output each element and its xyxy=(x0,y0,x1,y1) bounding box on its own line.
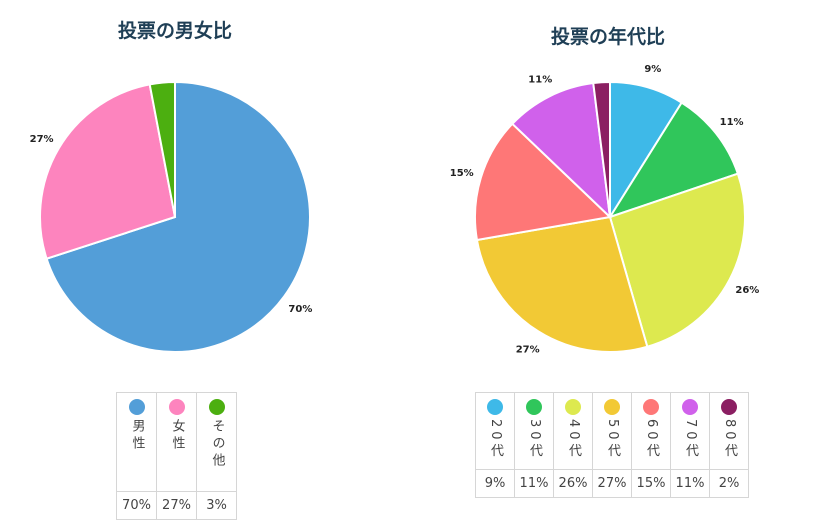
data-label-40s: 26% xyxy=(735,285,759,296)
legend-cell-60s: 60代 xyxy=(631,392,671,470)
pie-slice-80s xyxy=(592,80,611,218)
gender-chart-title: 投票の男女比 xyxy=(117,20,232,42)
legend-label-other: その他 xyxy=(209,419,225,470)
legend-value-30s: 11% xyxy=(514,469,554,498)
pie-slice-female xyxy=(39,83,177,260)
legend-cell-male: 男性 xyxy=(116,392,157,492)
pie-slice-male xyxy=(45,80,311,353)
pie-slice-50s xyxy=(475,215,649,353)
legend-value-male: 70% xyxy=(116,491,157,520)
legend-value-80s: 2% xyxy=(709,469,749,498)
legend-label-20s: 20代 xyxy=(488,419,503,461)
gender-legend-table: 男性 女性 その他 70% 27% 3% xyxy=(116,392,237,520)
pie-slice-30s xyxy=(607,101,740,219)
age-legend-table: 20代 30代 40代 50代 60代 70代 80代 9% 11% 26% 2… xyxy=(475,392,749,498)
legend-label-40s: 40代 xyxy=(566,419,581,461)
data-label-50s: 27% xyxy=(516,344,540,355)
legend-label-50s: 50代 xyxy=(605,419,620,461)
legend-label-30s: 30代 xyxy=(527,419,542,461)
legend-value-other: 3% xyxy=(196,491,237,520)
legend-cell-70s: 70代 xyxy=(670,392,710,470)
legend-cell-40s: 40代 xyxy=(553,392,593,470)
legend-value-40s: 26% xyxy=(553,469,593,498)
female-color-dot xyxy=(168,399,185,415)
legend-value-female: 27% xyxy=(156,491,197,520)
legend-cell-female: 女性 xyxy=(156,392,197,492)
legend-value-50s: 27% xyxy=(592,469,632,498)
data-label-70s: 11% xyxy=(528,75,552,86)
40s-color-dot xyxy=(565,399,581,415)
pie-slice-40s xyxy=(608,172,746,348)
male-color-dot xyxy=(128,399,145,415)
60s-color-dot xyxy=(643,399,659,415)
data-label-20s: 9% xyxy=(644,64,661,75)
legend-cell-20s: 20代 xyxy=(475,392,515,470)
legend-label-70s: 70代 xyxy=(683,419,698,461)
other-color-dot xyxy=(208,399,225,415)
data-label-60s: 15% xyxy=(450,168,474,179)
pie-slice-other xyxy=(148,80,176,218)
legend-label-female: 女性 xyxy=(169,419,185,453)
legend-value-70s: 11% xyxy=(670,469,710,498)
legend-value-20s: 9% xyxy=(475,469,515,498)
20s-color-dot xyxy=(487,399,503,415)
legend-cell-80s: 80代 xyxy=(709,392,749,470)
70s-color-dot xyxy=(682,399,698,415)
pie-slice-60s xyxy=(474,122,613,242)
legend-value-60s: 15% xyxy=(631,469,671,498)
legend-cell-50s: 50代 xyxy=(592,392,632,470)
30s-color-dot xyxy=(526,399,542,415)
legend-cell-other: その他 xyxy=(196,392,237,492)
data-label-male: 70% xyxy=(288,304,312,315)
pie-slice-70s xyxy=(510,81,612,220)
legend-label-male: 男性 xyxy=(129,419,145,453)
50s-color-dot xyxy=(604,399,620,415)
data-label-30s: 11% xyxy=(720,117,744,128)
legend-label-80s: 80代 xyxy=(722,419,737,461)
age-chart-title: 投票の年代比 xyxy=(550,26,665,48)
data-label-female: 27% xyxy=(30,134,54,145)
legend-label-60s: 60代 xyxy=(644,419,659,461)
legend-cell-30s: 30代 xyxy=(514,392,554,470)
80s-color-dot xyxy=(721,399,737,415)
